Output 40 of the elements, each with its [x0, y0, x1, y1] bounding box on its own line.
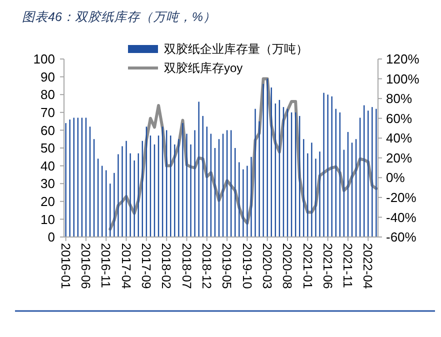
x-tick-label: 2020-08	[280, 243, 294, 289]
y2-tick-label: 100%	[386, 71, 420, 86]
x-tick-label: 2018-12	[200, 243, 214, 289]
y-tick-label: 0	[48, 230, 55, 245]
x-tick-label: 2018-02	[159, 243, 174, 289]
x-tick-label: 2016-06	[78, 243, 93, 289]
y-tick-label: 90	[40, 69, 55, 84]
y-tick-label: 10	[40, 212, 55, 227]
y2-tick-label: 20%	[386, 150, 412, 166]
y-tick-label: 50	[40, 140, 55, 156]
x-tick-label: 2017-04	[118, 243, 133, 289]
x-tick-label: 2022-04	[360, 243, 375, 289]
x-tick-label: 2021-01	[300, 243, 314, 289]
x-tick-label: 2016-11	[98, 243, 113, 288]
x-tick-label: 2021-11	[340, 243, 355, 288]
y2-tick-label: 60%	[386, 110, 412, 126]
legend-label: 双胶纸企业库存量（万吨）	[164, 42, 308, 56]
y2-tick-label: 40%	[386, 130, 412, 146]
y-tick-label: 20	[40, 194, 55, 209]
y2-tick-label: 0%	[386, 170, 406, 186]
y2-tick-label: 120%	[386, 52, 420, 67]
x-tick-label: 2016-01	[58, 243, 72, 289]
y2-tick-label: 80%	[386, 91, 412, 106]
x-tick-label: 2019-10	[240, 243, 254, 289]
y-tick-label: 100	[33, 52, 55, 67]
y-tick-label: 60	[40, 122, 55, 138]
legend-label: 双胶纸库存yoy	[164, 61, 243, 76]
x-tick-label: 2019-05	[220, 243, 234, 289]
x-tick-label: 2020-03	[260, 243, 274, 289]
y-tick-label: 80	[40, 87, 55, 102]
x-tick-label: 2017-09	[139, 243, 154, 289]
y-tick-label: 70	[40, 104, 55, 120]
x-tick-label: 2018-07	[179, 243, 194, 289]
chart-title: 图表46：双胶纸库存（万吨，%）	[22, 10, 216, 24]
y-tick-label: 30	[40, 176, 55, 192]
y2-tick-label: -40%	[386, 210, 417, 225]
x-tick-label: 2021-06	[320, 243, 334, 289]
y-tick-label: 40	[40, 158, 55, 174]
y2-tick-label: -60%	[386, 230, 417, 245]
y2-tick-label: -20%	[386, 190, 417, 205]
